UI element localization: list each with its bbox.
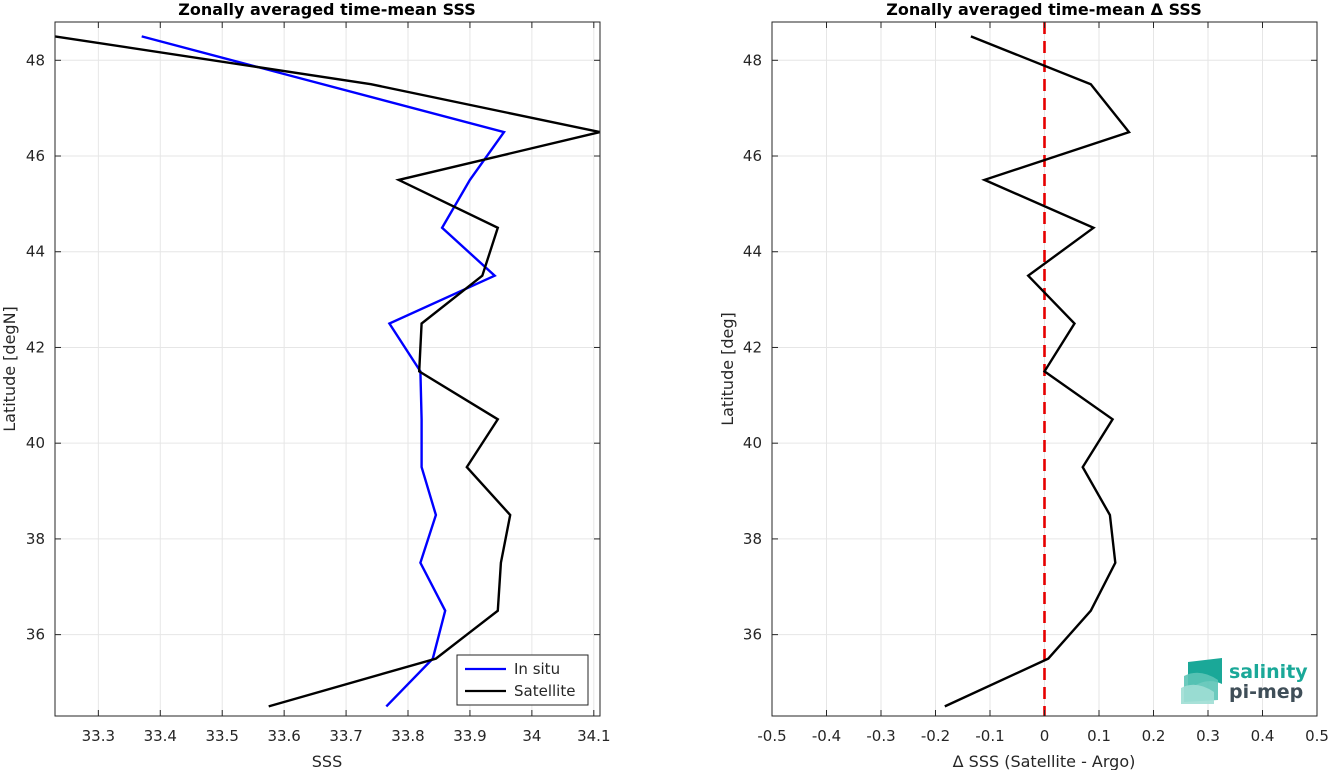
x-tick-label: 0.3: [1196, 727, 1220, 745]
sss-y-axis-label: Latitude [degN]: [0, 306, 19, 432]
sss-chart-panel: 33.3 33.4 33.5 33.6 33.7 33.8 33.9 34 34.1 36 38 4…: [0, 0, 611, 771]
sss-line-satellite: [54, 35, 601, 708]
x-tick-label: 33.5: [206, 727, 239, 745]
sss-legend: In situ Satellite: [456, 654, 589, 706]
sss-y-tick-labels: 36 38 40 42 44 46 48: [26, 51, 45, 643]
y-tick-label: 40: [26, 434, 45, 452]
x-tick-label: 0: [1040, 727, 1050, 745]
y-tick-label: 48: [743, 51, 762, 69]
x-tick-label: 34.1: [577, 727, 610, 745]
y-tick-label: 46: [743, 147, 762, 165]
x-tick-label: 34: [522, 727, 541, 745]
sss-chart-title: Zonally averaged time-mean SSS: [178, 0, 476, 19]
sss-tick-marks: [55, 22, 600, 716]
sss-x-axis-label: SSS: [312, 752, 342, 770]
x-tick-label: -0.4: [812, 727, 841, 745]
x-tick-label: -0.2: [921, 727, 950, 745]
sss-axes-frame: [54, 21, 601, 717]
x-tick-label: 33.4: [144, 727, 177, 745]
delta-line-series-0: [944, 35, 1132, 708]
delta-sss-chart-panel: -0.5 -0.4 -0.3 -0.2 -0.1 0 0.1 0.2 0.3 0.4 0.5 363…: [718, 0, 1329, 771]
y-tick-label: 38: [743, 530, 762, 548]
x-tick-label: 0.2: [1142, 727, 1166, 745]
sss-line-in-situ: [141, 35, 506, 708]
delta-lines: [944, 35, 1132, 708]
salinity-pi-mep-logo: salinity pi-mep: [1181, 658, 1308, 704]
x-tick-label: 33.3: [82, 727, 115, 745]
x-tick-label: 33.8: [391, 727, 424, 745]
delta-x-tick-labels: -0.5 -0.4 -0.3 -0.2 -0.1 0 0.1 0.2 0.3 0.4 0.5: [757, 727, 1329, 745]
y-tick-label: 44: [743, 243, 762, 261]
delta-x-axis-label: Δ SSS (Satellite - Argo): [953, 752, 1136, 770]
sss-plot-area: [55, 22, 600, 716]
sss-lines: [54, 35, 601, 708]
sss-legend-box: [456, 654, 589, 706]
y-tick-label: 36: [743, 626, 762, 644]
y-tick-label: 42: [743, 338, 762, 356]
x-tick-label: 0.5: [1305, 727, 1329, 745]
y-tick-label: 46: [26, 147, 45, 165]
delta-y-tick-labels: 36 38 40 42 44 46 48: [743, 51, 762, 643]
x-tick-label: -0.5: [757, 727, 786, 745]
delta-y-axis-label: Latitude [deg]: [718, 312, 737, 426]
sss-grid: [55, 22, 600, 716]
y-tick-label: 40: [743, 434, 762, 452]
delta-tick-marks: [771, 22, 1318, 716]
x-tick-label: 0.4: [1251, 727, 1275, 745]
logo-text-pi-mep: pi-mep: [1229, 681, 1303, 703]
delta-chart-title: Zonally averaged time-mean Δ SSS: [886, 0, 1202, 19]
x-tick-label: 33.9: [453, 727, 486, 745]
y-tick-label: 42: [26, 338, 45, 356]
x-tick-label: 0.1: [1087, 727, 1111, 745]
legend-label-satellite: Satellite: [514, 682, 575, 700]
x-tick-label: 33.7: [329, 727, 362, 745]
sss-x-tick-labels: 33.3 33.4 33.5 33.6 33.7 33.8 33.9 34 34.1: [82, 727, 611, 745]
x-tick-label: -0.1: [975, 727, 1004, 745]
y-tick-label: 44: [26, 243, 45, 261]
legend-label-in-situ: In situ: [514, 660, 560, 678]
logo-text-salinity: salinity: [1229, 661, 1308, 683]
y-tick-label: 36: [26, 626, 45, 644]
y-tick-label: 38: [26, 530, 45, 548]
x-tick-label: -0.3: [866, 727, 895, 745]
logo-wave-icon: [1181, 658, 1222, 704]
y-tick-label: 48: [26, 51, 45, 69]
x-tick-label: 33.6: [267, 727, 300, 745]
